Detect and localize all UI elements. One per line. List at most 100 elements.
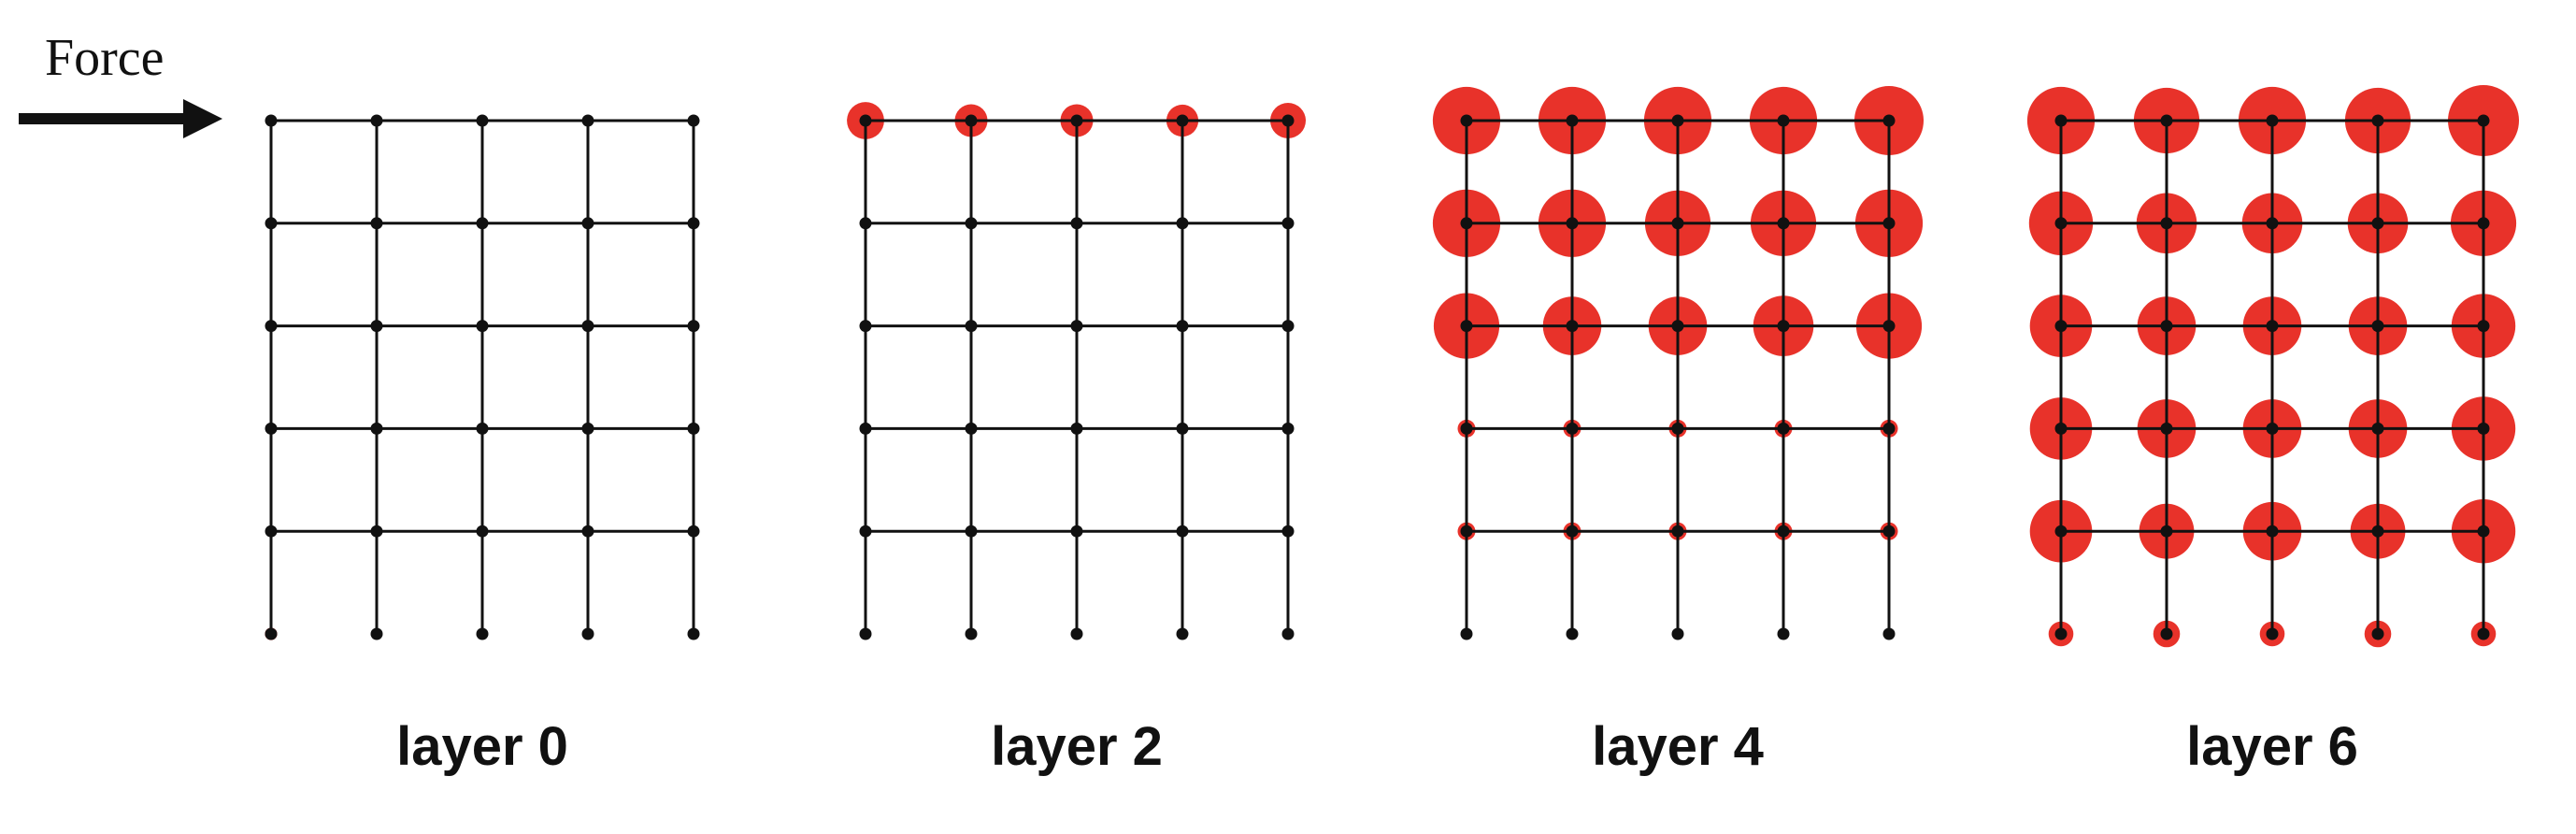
lattice-node — [1281, 525, 1295, 538]
lattice-node — [2160, 320, 2173, 333]
force-indicator: Force — [19, 29, 222, 138]
lattice-node — [859, 422, 872, 435]
lattice-node — [2477, 320, 2490, 333]
lattice-node — [687, 217, 700, 230]
lattice-node — [1882, 627, 1896, 640]
lattice-node — [2266, 217, 2279, 230]
lattice-node — [1070, 217, 1083, 230]
lattice-node — [1777, 422, 1790, 435]
lattice-node — [265, 217, 278, 230]
panels: layer 0 layer 2 layer 4 layer 6 — [265, 85, 2519, 777]
lattice-node — [965, 422, 978, 435]
lattice-node — [265, 525, 278, 538]
lattice-node — [370, 525, 383, 538]
lattice-node — [1777, 627, 1790, 640]
lattice-node — [965, 114, 978, 127]
lattice-node — [1070, 320, 1083, 333]
lattice-node — [476, 627, 489, 640]
lattice-node — [1460, 422, 1473, 435]
lattice-node — [1070, 114, 1083, 127]
lattice-node — [1460, 320, 1473, 333]
lattice-node — [965, 627, 978, 640]
lattice-node — [1070, 525, 1083, 538]
lattice-node — [2477, 217, 2490, 230]
lattice-node — [1281, 114, 1295, 127]
lattice-node — [2266, 525, 2279, 538]
lattice-node — [2266, 114, 2279, 127]
lattice-node — [859, 320, 872, 333]
panel-layer-3: layer 6 — [2026, 85, 2519, 777]
lattice-node — [1281, 627, 1295, 640]
lattice-node — [2477, 627, 2490, 640]
lattice-edges — [2059, 119, 2485, 634]
lattice-node — [2160, 217, 2173, 230]
lattice-node — [1671, 320, 1684, 333]
lattice-node — [1460, 114, 1473, 127]
lattice-node — [1566, 114, 1579, 127]
lattice-node — [476, 525, 489, 538]
lattice-node — [1777, 217, 1790, 230]
panel-layer-0: layer 0 — [265, 114, 700, 777]
lattice-node — [1777, 525, 1790, 538]
lattice-node — [2371, 422, 2384, 435]
lattice-node — [1566, 525, 1579, 538]
lattice-nodes — [2054, 114, 2490, 640]
lattice-node — [370, 217, 383, 230]
lattice-node — [687, 525, 700, 538]
lattice-node — [1566, 320, 1579, 333]
lattice-node — [476, 114, 489, 127]
lattice-nodes — [1460, 114, 1896, 640]
lattice-node — [859, 217, 872, 230]
lattice-node — [2160, 114, 2173, 127]
lattice-node — [2371, 525, 2384, 538]
lattice-node — [1671, 422, 1684, 435]
lattice-edges — [1465, 119, 1891, 634]
lattice-node — [581, 422, 594, 435]
lattice-node — [1176, 217, 1189, 230]
lattice-edges — [864, 119, 1290, 634]
lattice-node — [1882, 217, 1896, 230]
lattice-node — [965, 525, 978, 538]
lattice-node — [1176, 114, 1189, 127]
panel-caption: layer 2 — [991, 716, 1163, 777]
lattice-node — [581, 627, 594, 640]
lattice-node — [859, 525, 872, 538]
lattice-node — [2054, 627, 2068, 640]
lattice-node — [2054, 320, 2068, 333]
lattice-node — [1176, 422, 1189, 435]
lattice-nodes — [265, 114, 700, 640]
lattice-node — [1777, 114, 1790, 127]
lattice-node — [965, 217, 978, 230]
lattice-node — [2266, 320, 2279, 333]
lattice-node — [1777, 320, 1790, 333]
panel-caption: layer 0 — [396, 716, 568, 777]
lattice-node — [1882, 525, 1896, 538]
activation-blobs — [265, 116, 485, 640]
lattice-node — [1882, 114, 1896, 127]
lattice-node — [370, 627, 383, 640]
lattice-node — [476, 320, 489, 333]
lattice-node — [2054, 114, 2068, 127]
lattice-node — [581, 217, 594, 230]
lattice-node — [265, 320, 278, 333]
panel-caption: layer 6 — [2186, 716, 2358, 777]
lattice-node — [1176, 320, 1189, 333]
lattice-node — [687, 422, 700, 435]
lattice-node — [687, 114, 700, 127]
lattice-node — [1882, 320, 1896, 333]
lattice-node — [687, 627, 700, 640]
lattice-node — [2371, 627, 2384, 640]
lattice-node — [1671, 217, 1684, 230]
lattice-node — [1566, 422, 1579, 435]
lattice-node — [581, 525, 594, 538]
panel-layer-1: layer 2 — [847, 102, 1306, 777]
lattice-node — [2371, 320, 2384, 333]
lattice-node — [265, 627, 278, 640]
force-arrow-head — [183, 99, 222, 138]
lattice-node — [2477, 525, 2490, 538]
lattice-node — [1460, 525, 1473, 538]
lattice-node — [1281, 320, 1295, 333]
lattice-node — [2266, 627, 2279, 640]
lattice-node — [1671, 525, 1684, 538]
lattice-node — [1566, 627, 1579, 640]
